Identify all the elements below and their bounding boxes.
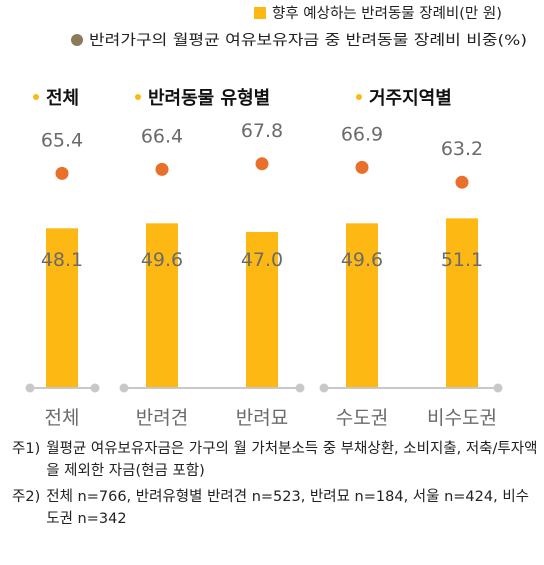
bar-4 bbox=[446, 218, 478, 388]
dot-2 bbox=[255, 157, 269, 171]
bar-label-0: 48.1 bbox=[41, 249, 83, 271]
category-label-4: 비수도권 bbox=[427, 407, 497, 429]
axis-endpoint-right-1 bbox=[295, 383, 305, 393]
footnote-1-number: 주1) bbox=[12, 441, 41, 457]
category-axis: 전체 반려견 반려묘 수도권 비수도권 bbox=[25, 383, 503, 429]
footnotes: 주1) 월평균 여유보유자금은 가구의 월 가처분소득 중 부채상환, 소비지출… bbox=[12, 438, 540, 534]
group-marker-2 bbox=[356, 94, 362, 100]
group-label-0: 전체 bbox=[46, 88, 79, 109]
dot-label-2: 67.8 bbox=[241, 120, 283, 142]
dot-label-3: 66.9 bbox=[341, 123, 383, 145]
category-label-2: 반려묘 bbox=[236, 407, 288, 429]
dot-4 bbox=[455, 175, 469, 189]
axis-endpoint-left-1 bbox=[119, 383, 129, 393]
footnote-2: 주2) 전체 n=766, 반려유형별 반려견 n=523, 반려묘 n=184… bbox=[12, 486, 540, 530]
group-labels: 전체 반려동물 유형별 거주지역별 bbox=[33, 88, 452, 109]
footnote-1-text: 월평균 여유보유자금은 가구의 월 가처분소득 중 부채상환, 소비지출, 저축… bbox=[46, 441, 538, 479]
category-label-3: 수도권 bbox=[336, 407, 388, 429]
bar-label-2: 47.0 bbox=[241, 249, 283, 271]
dot-3 bbox=[355, 160, 369, 174]
footnote-2-text: 전체 n=766, 반려유형별 반려견 n=523, 반려묘 n=184, 서울… bbox=[46, 489, 529, 527]
axis-endpoint-right-0 bbox=[90, 383, 100, 393]
footnote-1: 주1) 월평균 여유보유자금은 가구의 월 가처분소득 중 부채상환, 소비지출… bbox=[12, 438, 540, 482]
legend-bar-swatch bbox=[254, 7, 266, 19]
bar-series: 48.1 49.6 47.0 49.6 51.1 bbox=[41, 218, 483, 388]
bar-3 bbox=[346, 223, 378, 388]
bar-label-4: 51.1 bbox=[441, 249, 483, 271]
axis-endpoint-left-0 bbox=[25, 383, 35, 393]
category-label-0: 전체 bbox=[45, 407, 80, 429]
category-label-1: 반려견 bbox=[136, 407, 188, 429]
dot-series: 65.4 66.4 67.8 66.9 63.2 bbox=[41, 120, 483, 189]
legend-dot-swatch bbox=[71, 34, 83, 46]
axis-endpoint-right-2 bbox=[493, 383, 503, 393]
bar-1 bbox=[146, 223, 178, 388]
legend-dot-label: 반려가구의 월평균 여유보유자금 중 반려동물 장례비 비중(%) bbox=[89, 32, 527, 49]
dot-label-4: 63.2 bbox=[441, 138, 483, 160]
group-marker-1 bbox=[135, 94, 141, 100]
bar-2 bbox=[246, 231, 278, 388]
dot-label-1: 66.4 bbox=[141, 125, 183, 147]
chart-area: 향후 예상하는 반려동물 장례비(만 원) 반려가구의 월평균 여유보유자금 중 … bbox=[25, 5, 527, 429]
bar-0 bbox=[46, 228, 78, 388]
axis-endpoint-left-2 bbox=[319, 383, 329, 393]
legend: 향후 예상하는 반려동물 장례비(만 원) 반려가구의 월평균 여유보유자금 중 … bbox=[71, 5, 527, 49]
footnote-2-number: 주2) bbox=[12, 489, 41, 505]
group-label-2: 거주지역별 bbox=[369, 88, 452, 109]
group-marker-0 bbox=[33, 94, 39, 100]
dot-1 bbox=[155, 162, 169, 176]
dot-0 bbox=[55, 166, 69, 180]
legend-bar-label: 향후 예상하는 반려동물 장례비(만 원) bbox=[272, 5, 502, 22]
bar-label-1: 49.6 bbox=[141, 249, 183, 271]
bar-label-3: 49.6 bbox=[341, 249, 383, 271]
group-label-1: 반려동물 유형별 bbox=[148, 88, 270, 109]
dot-label-0: 65.4 bbox=[41, 129, 83, 151]
